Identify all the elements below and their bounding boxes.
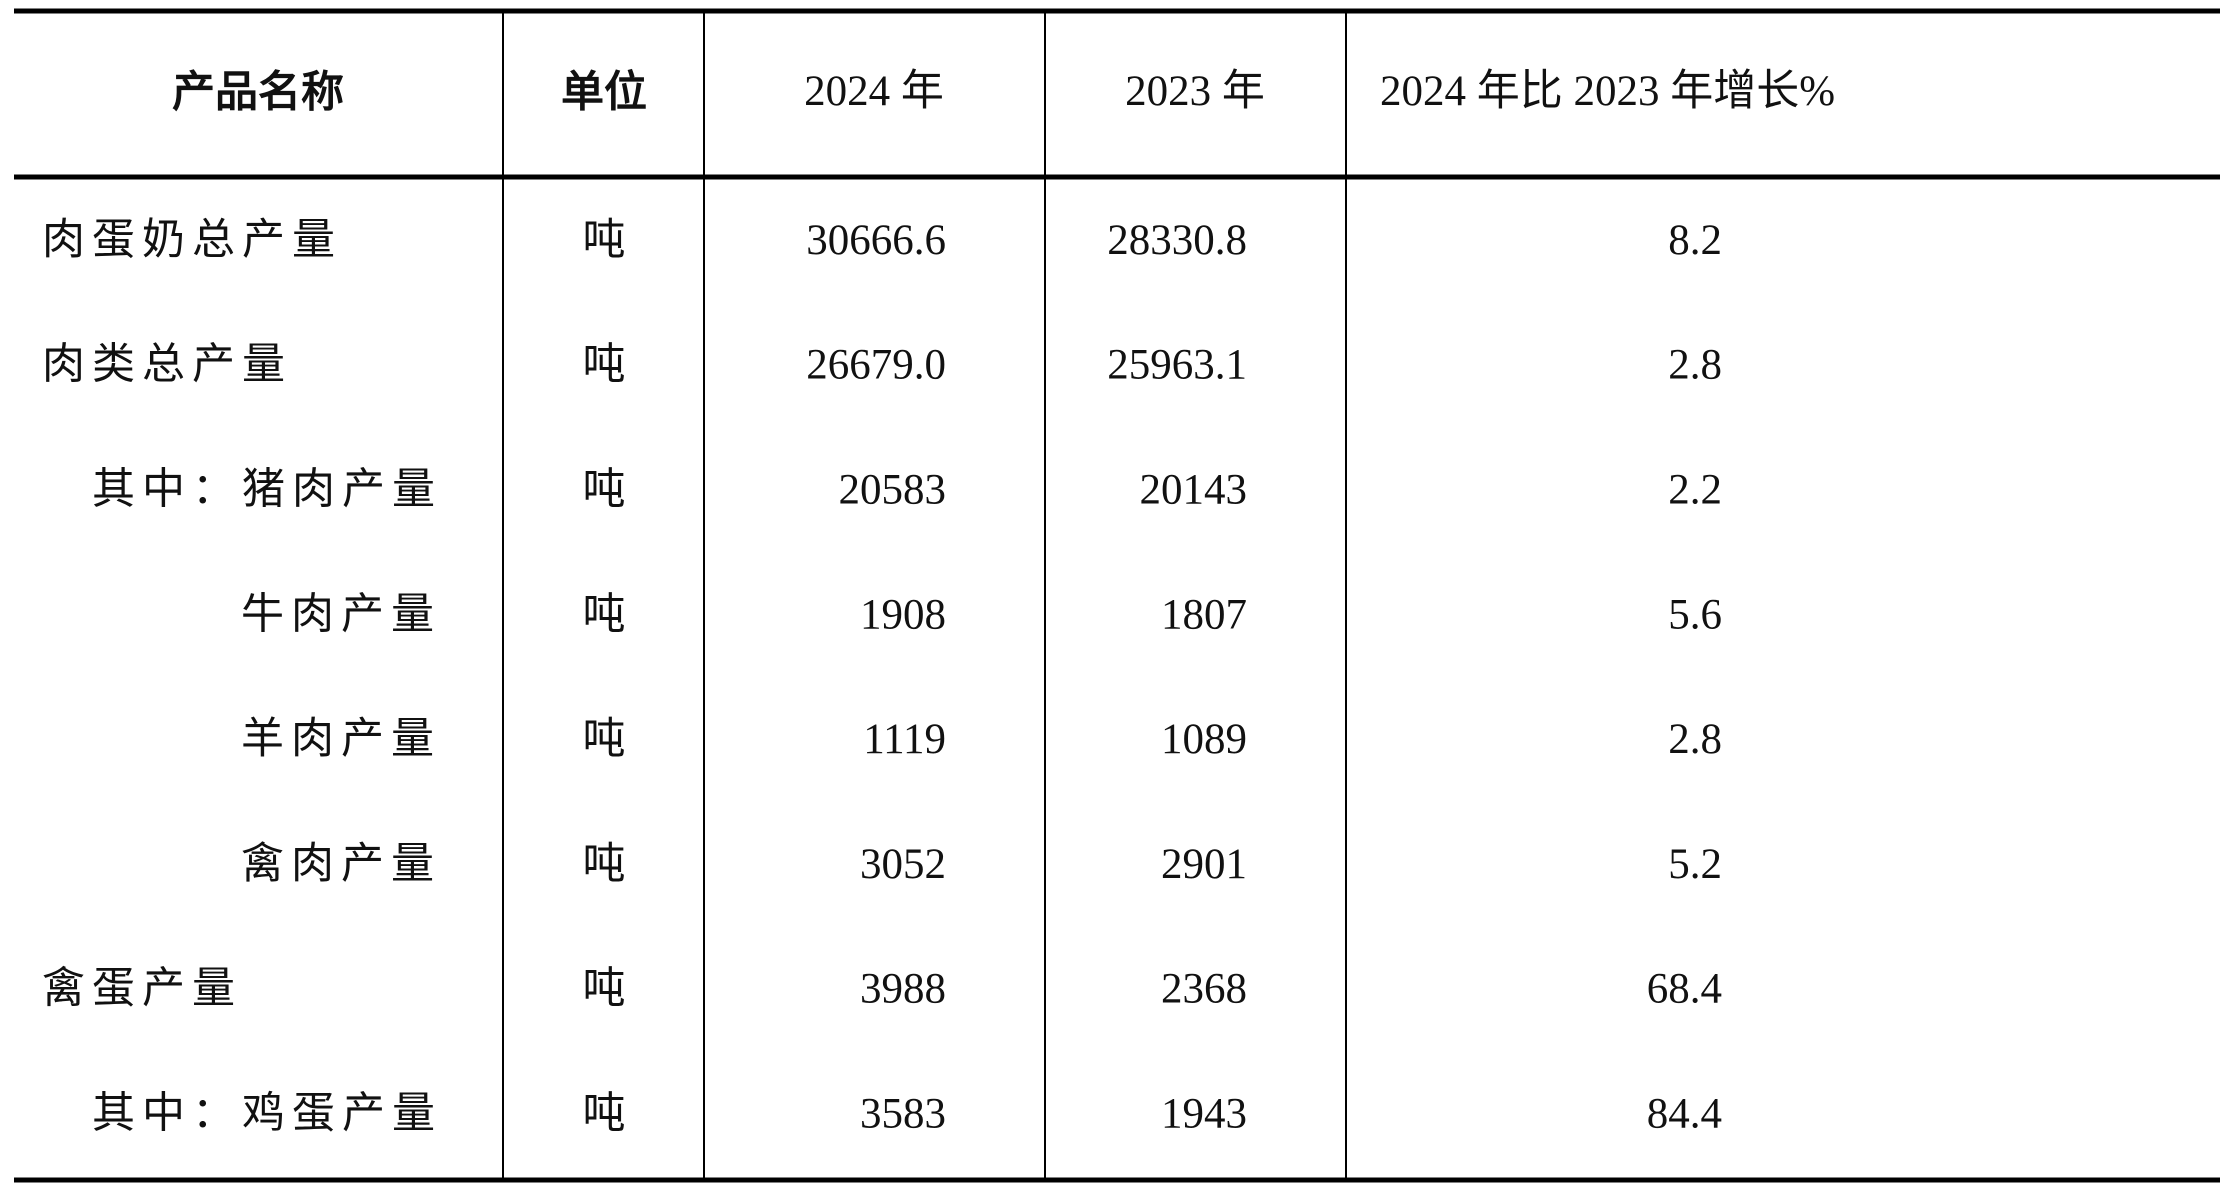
cell: 3988: [860, 966, 946, 1013]
product-name: 肉蛋奶总产量: [42, 217, 342, 264]
cell: 30666.6: [806, 217, 946, 264]
cell: 84.4: [1647, 1090, 1722, 1137]
header-cell: 产品名称: [172, 68, 344, 116]
cell: 吨: [583, 1090, 626, 1137]
cell: 吨: [583, 217, 626, 264]
cell: 3052: [860, 841, 946, 888]
product-name: 其中：猪肉产量: [92, 466, 442, 513]
header-cell: 2024 年比 2023 年增长%: [1380, 68, 1835, 115]
cell: 2901: [1161, 841, 1247, 888]
product-name: 羊肉产量: [241, 716, 441, 763]
cell: 20143: [1140, 466, 1248, 513]
header-cell: 单位: [561, 68, 647, 116]
cell: 68.4: [1647, 966, 1722, 1013]
cell: 1807: [1161, 591, 1247, 638]
product-name: 牛肉产量: [241, 591, 441, 638]
header-cell: 2023 年: [1125, 68, 1265, 115]
cell: 吨: [583, 716, 626, 763]
table-rules: [14, 8, 2220, 1183]
cell: 吨: [583, 466, 626, 513]
cell: 2.8: [1668, 342, 1722, 389]
cell: 28330.8: [1107, 217, 1247, 264]
cell: 1089: [1161, 716, 1247, 763]
product-name: 其中：鸡蛋产量: [92, 1090, 442, 1137]
cell: 5.2: [1668, 841, 1722, 888]
product-name: 肉类总产量: [42, 342, 292, 389]
cell: 1119: [863, 716, 946, 763]
cell: 25963.1: [1107, 342, 1247, 389]
cell: 20583: [839, 466, 947, 513]
cell: 2.2: [1668, 466, 1722, 513]
cell: 吨: [583, 841, 626, 888]
product-name: 禽蛋产量: [42, 966, 242, 1013]
product-name: 禽肉产量: [241, 841, 441, 888]
cell: 1943: [1161, 1090, 1247, 1137]
cell: 3583: [860, 1090, 946, 1137]
cell: 2368: [1161, 966, 1247, 1013]
cell: 吨: [583, 342, 626, 389]
cell: 1908: [860, 591, 946, 638]
cell: 吨: [583, 966, 626, 1013]
cell: 2.8: [1668, 716, 1722, 763]
cell: 8.2: [1668, 217, 1722, 264]
cell: 吨: [583, 591, 626, 638]
cell: 26679.0: [806, 342, 946, 389]
header-cell: 2024 年: [804, 68, 944, 115]
cell: 5.6: [1668, 591, 1722, 638]
